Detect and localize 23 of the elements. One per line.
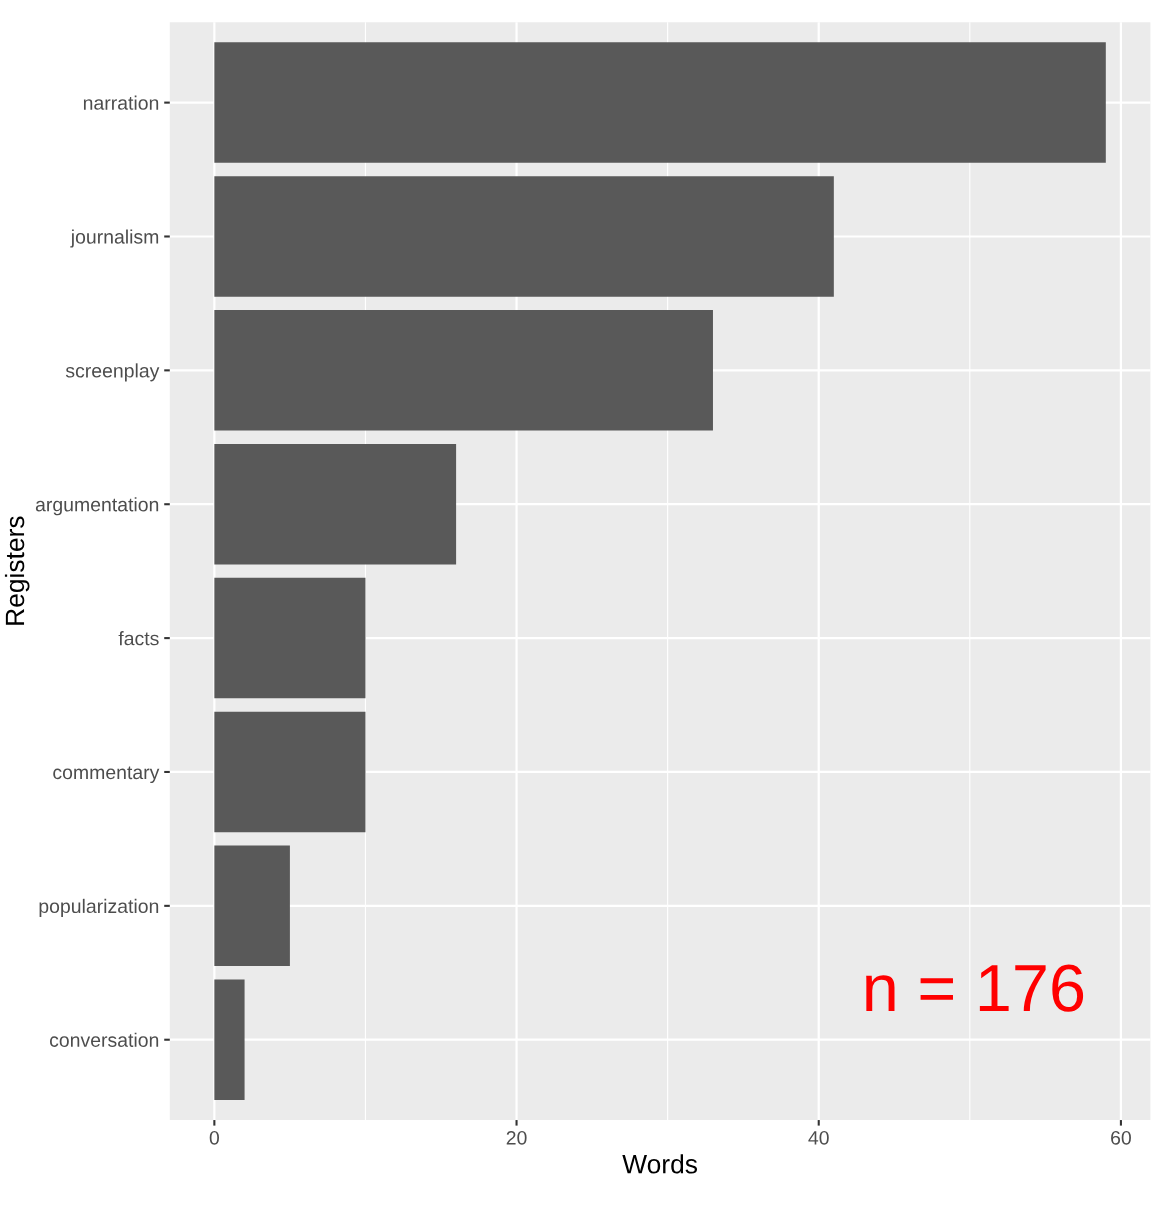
- annotation: n = 176: [866, 964, 1084, 1012]
- y-tick-label: facts: [118, 631, 159, 646]
- bar: [214, 845, 290, 967]
- bar: [214, 443, 457, 565]
- bar: [214, 577, 366, 699]
- x-tick-label: 60: [1111, 1130, 1131, 1145]
- y-tick-label: argumentation: [35, 497, 159, 516]
- y-tick-label: journalism: [70, 229, 159, 248]
- x-tick-label: 0: [209, 1130, 219, 1145]
- bar: [214, 176, 834, 297]
- y-tick-label: popularization: [39, 898, 159, 917]
- y-tick-label: commentary: [53, 766, 160, 784]
- bar: [214, 42, 1106, 163]
- y-axis-title: Registers: [4, 516, 30, 625]
- y-tick-label: screenplay: [65, 363, 160, 382]
- bar: [214, 979, 245, 1100]
- y-tick-label: conversation: [49, 1032, 159, 1047]
- bar: [214, 310, 713, 431]
- bar: [214, 711, 366, 833]
- x-axis-title: Words: [622, 1154, 698, 1174]
- x-tick-label: 40: [808, 1130, 829, 1145]
- y-tick-label: narration: [83, 95, 159, 110]
- x-tick-label: 20: [506, 1130, 527, 1145]
